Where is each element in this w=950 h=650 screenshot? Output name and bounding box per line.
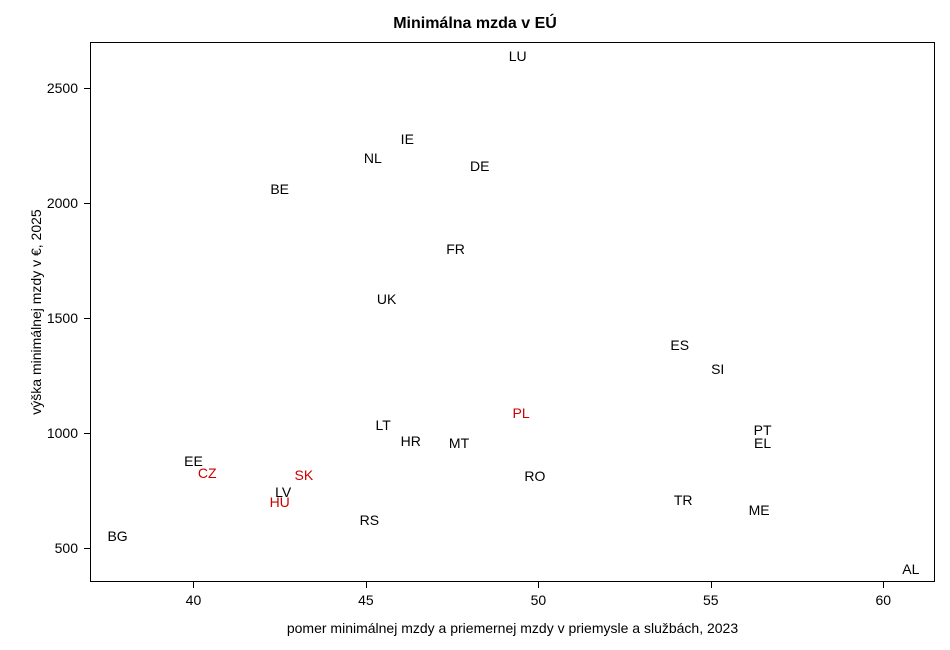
data-point-label: BE <box>270 181 289 197</box>
data-point-label: HU <box>270 494 290 510</box>
data-point-label: MT <box>449 435 469 451</box>
data-point-label: FR <box>446 241 465 257</box>
y-tick-mark <box>84 548 90 549</box>
x-tick-labels: 40 45 50 55 60 <box>0 592 950 612</box>
y-tick-label: 1500 <box>0 310 78 326</box>
x-tick-label: 55 <box>703 592 719 608</box>
data-point-label: PL <box>513 405 530 421</box>
y-tick-label: 500 <box>0 540 78 556</box>
chart-container: Minimálna mzda v EÚ pomer minimálnej mzd… <box>0 0 950 650</box>
data-point-label: AL <box>902 561 919 577</box>
y-tick-mark <box>84 203 90 204</box>
data-point-label: TR <box>674 492 693 508</box>
x-tick-mark <box>883 582 884 588</box>
x-axis-label: pomer minimálnej mzdy a priemernej mzdy … <box>90 620 935 636</box>
y-tick-label: 2500 <box>0 80 78 96</box>
chart-title: Minimálna mzda v EÚ <box>0 15 950 33</box>
data-point-label: IE <box>401 131 414 147</box>
y-tick-mark <box>84 433 90 434</box>
data-point-label: RO <box>524 468 545 484</box>
x-tick-label: 50 <box>531 592 547 608</box>
data-point-label: CZ <box>198 465 217 481</box>
x-tick-mark <box>538 582 539 588</box>
data-point-label: LU <box>509 48 527 64</box>
y-tick-mark <box>84 88 90 89</box>
data-point-label: UK <box>377 291 396 307</box>
y-tick-label: 1000 <box>0 425 78 441</box>
data-point-label: EL <box>754 435 771 451</box>
plot-area <box>90 42 935 582</box>
x-tick-mark <box>711 582 712 588</box>
data-point-label: HR <box>401 433 421 449</box>
y-tick-label: 2000 <box>0 195 78 211</box>
data-point-label: RS <box>360 512 379 528</box>
y-tick-mark <box>84 318 90 319</box>
x-tick-label: 60 <box>875 592 891 608</box>
data-point-label: NL <box>364 150 382 166</box>
x-tick-label: 45 <box>358 592 374 608</box>
x-tick-mark <box>193 582 194 588</box>
data-point-label: BG <box>107 528 127 544</box>
data-point-label: LT <box>376 417 391 433</box>
x-tick-mark <box>366 582 367 588</box>
data-point-label: SI <box>711 361 724 377</box>
data-point-label: SK <box>294 467 313 483</box>
data-point-label: DE <box>470 158 489 174</box>
data-point-label: ES <box>670 337 689 353</box>
x-tick-label: 40 <box>186 592 202 608</box>
data-point-label: ME <box>749 502 770 518</box>
y-tick-labels: 500 1000 1500 2000 2500 <box>0 0 78 650</box>
